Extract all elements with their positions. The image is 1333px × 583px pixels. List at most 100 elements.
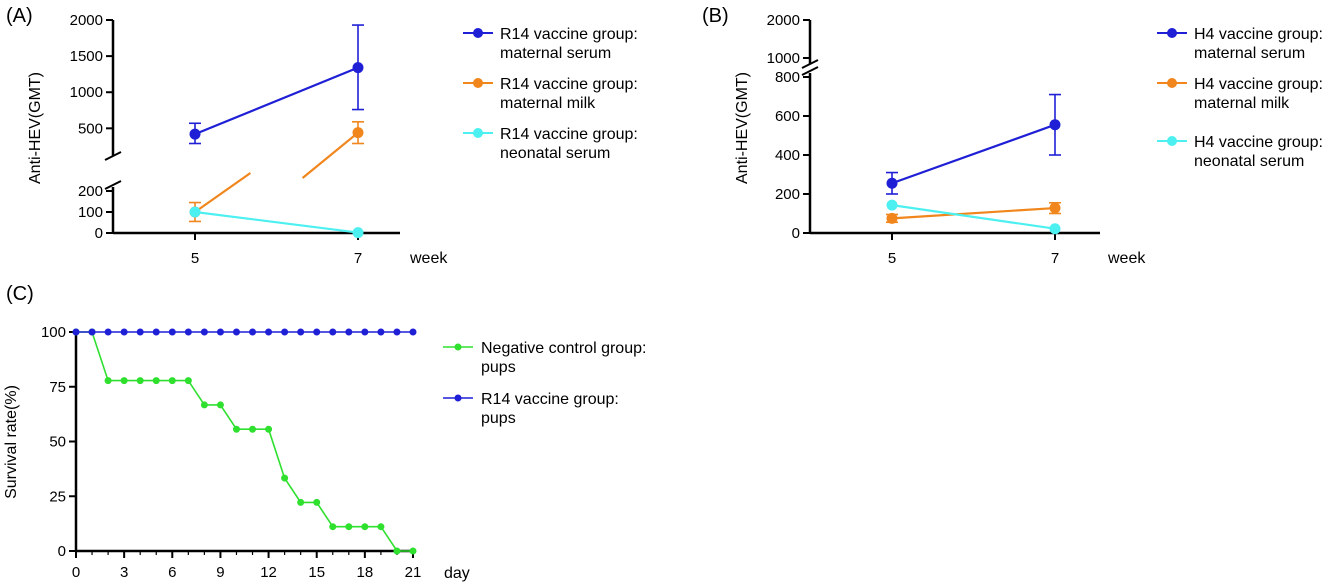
panel-c-series-1-point — [216, 328, 224, 336]
legend-a-text-1a: R14 vaccine group: — [500, 26, 638, 43]
legend-c-marker-2 — [454, 394, 462, 402]
legend-c-text-2a: R14 vaccine group: — [481, 391, 619, 408]
panel-b-xlabel: week — [1107, 250, 1146, 267]
legend-b: H4 vaccine group: maternal serum H4 vacc… — [1157, 26, 1323, 170]
panel-c-series-0-point — [281, 474, 289, 482]
panel-c-series-0-point — [313, 498, 321, 506]
panel-a-ytick-label: 1500 — [70, 48, 103, 65]
panel-b-xtick-label: 5 — [888, 250, 896, 267]
legend-b-text-2a: H4 vaccine group: — [1194, 76, 1323, 93]
panel-a-ylabel: Anti-HEV(GMT) — [27, 72, 44, 184]
panel-a-series-2-point — [352, 227, 364, 239]
legend-a-text-1b: maternal serum — [500, 45, 611, 62]
panel-b-series-0-line — [891, 123, 1056, 185]
panel-b-series-1-point — [886, 212, 898, 224]
panel-a-series-0-point — [352, 62, 364, 74]
panel-b-ytick-label: 0 — [792, 225, 800, 242]
panel-c-series-1-point — [393, 328, 401, 336]
panel-c-series-0-point — [329, 523, 337, 531]
panel-c-series-0-point — [377, 523, 385, 531]
panel-c-series-1-point — [120, 328, 128, 336]
panel-c-series-0-point — [345, 523, 353, 531]
legend-b-marker-2 — [1167, 78, 1177, 88]
panel-a-ytick-label: 200 — [78, 183, 103, 200]
legend-a-text-2a: R14 vaccine group: — [500, 76, 638, 93]
panel-a-ytick-label: 2000 — [70, 12, 103, 29]
panel-c-series-0-point — [136, 377, 144, 385]
panel-b-ytick-label: 600 — [775, 108, 800, 125]
panel-b-plot: 0 200 400 600 800 1000 2000 5 7 — [767, 12, 1100, 267]
panel-a-series-1-line — [301, 131, 359, 179]
panel-c-series-0-point — [216, 401, 224, 409]
legend-a-text-3b: neonatal serum — [500, 145, 610, 162]
legend-b-text-1b: maternal serum — [1194, 45, 1305, 62]
panel-c-series-1-point — [329, 328, 337, 336]
panel-c-series-0-point — [297, 498, 305, 506]
legend-c-marker-1 — [454, 343, 462, 351]
panel-c-series-1-point — [265, 328, 273, 336]
panel-c-ytick-label: 75 — [49, 379, 66, 396]
legend-a-marker-1 — [473, 28, 483, 38]
panel-c-ytick-label: 50 — [49, 434, 66, 451]
panel-b-ytick-label: 200 — [775, 186, 800, 203]
panel-b-series-0-point — [886, 177, 898, 189]
legend-a-text-2b: maternal milk — [500, 95, 596, 112]
panel-c-series-1-point — [377, 328, 385, 336]
legend-a-marker-2 — [473, 78, 483, 88]
panel-c-series-0-point — [120, 377, 128, 385]
panel-c-series-1-point — [281, 328, 289, 336]
panel-c-series-1-point — [409, 328, 417, 336]
panel-c-xtick-label: 15 — [308, 564, 325, 581]
panel-a-series-2-line — [194, 210, 359, 234]
panel-a-xlabel: week — [409, 250, 448, 267]
panel-c-series-1-point — [361, 328, 369, 336]
panel-c-label: (C) — [6, 283, 34, 305]
panel-c-xtick-label: 21 — [405, 564, 422, 581]
legend-a: R14 vaccine group: maternal serum R14 va… — [463, 26, 638, 162]
panel-c-series-0-point — [168, 377, 176, 385]
panel-a-axis-break-mark-2 — [104, 180, 122, 190]
panel-c-xlabel: day — [444, 565, 470, 582]
panel-b-axis-break-mark-1 — [801, 59, 819, 69]
panel-a-series-2-point — [189, 206, 201, 218]
panel-b-series-1-point — [1049, 202, 1061, 214]
panel-c-xtick-label: 3 — [120, 564, 128, 581]
panel-c-series-1-point — [104, 328, 112, 336]
panel-c-ytick-label: 25 — [49, 488, 66, 505]
panel-c-series-1-point — [168, 328, 176, 336]
panel-b-series-1-line — [891, 206, 1056, 220]
panel-c-ylabel: Survival rate(%) — [3, 385, 20, 499]
panel-c-series-0-point — [232, 425, 240, 433]
panel-b-xtick-label: 7 — [1051, 250, 1059, 267]
panel-c-plot: 0 25 50 75 100 0 3 6 9 12 15 18 21 — [41, 324, 421, 581]
legend-b-text-3a: H4 vaccine group: — [1194, 134, 1323, 151]
panel-b-series-2-point — [886, 199, 898, 211]
panel-b-ytick-label: 800 — [775, 69, 800, 86]
panel-a-ytick-label: 1000 — [70, 84, 103, 101]
panel-c-series-0-point — [265, 425, 273, 433]
panel-b-ytick-label: 2000 — [767, 12, 800, 29]
panel-c-series-1-point — [345, 328, 353, 336]
panel-a-label: (A) — [6, 5, 33, 27]
panel-c-series-1-point — [136, 328, 144, 336]
panel-c-series-1-point — [88, 328, 96, 336]
panel-c-series-1-point — [184, 328, 192, 336]
panel-c-series-0-point — [249, 425, 257, 433]
legend-a-text-3a: R14 vaccine group: — [500, 126, 638, 143]
panel-c-series-1-point — [200, 328, 208, 336]
panel-c-series-0-line — [76, 331, 413, 552]
panel-c-xtick-label: 9 — [216, 564, 224, 581]
panel-c-ytick-label: 100 — [41, 324, 66, 341]
panel-c-series-0-point — [184, 377, 192, 385]
panel-b-label: (B) — [702, 5, 729, 27]
panel-c-series-0-point — [200, 401, 208, 409]
panel-c-xtick-label: 0 — [72, 564, 80, 581]
panel-c-series-1-point — [249, 328, 257, 336]
panel-c-series-1-point — [232, 328, 240, 336]
panel-a-xtick-label: 5 — [191, 250, 199, 267]
panel-c-series-1-point — [152, 328, 160, 336]
legend-b-marker-3 — [1167, 136, 1177, 146]
panel-a-series-0-line — [194, 66, 359, 136]
panel-c-series-1-point — [313, 328, 321, 336]
